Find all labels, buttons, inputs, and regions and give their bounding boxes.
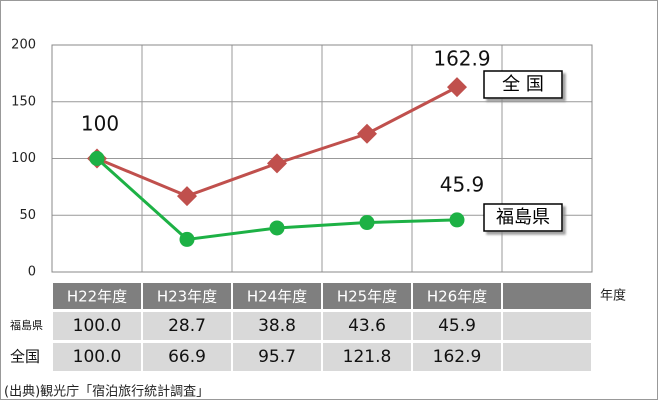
- table-value: 38.8: [258, 316, 296, 336]
- marker: [89, 151, 105, 166]
- table-value: 28.7: [168, 316, 206, 336]
- table-cell: [53, 312, 141, 340]
- header-cell: [503, 283, 591, 309]
- y-tick-label: 100: [11, 151, 36, 166]
- x-axis-label: 年度: [600, 288, 626, 304]
- marker: [357, 123, 377, 144]
- row-label: 福島県: [10, 318, 43, 332]
- row-label: 全国: [10, 348, 40, 366]
- header-cell: [233, 283, 321, 309]
- marker: [269, 220, 285, 236]
- table-value: 43.6: [348, 316, 386, 336]
- x-tick-label: H22年度: [67, 288, 127, 306]
- marker: [177, 186, 197, 207]
- table-value: 100.0: [73, 316, 122, 336]
- table-value: 66.9: [168, 347, 206, 367]
- header-cell: [53, 283, 141, 309]
- source: (出典)観光庁「宿泊旅行統計調査」: [4, 384, 209, 400]
- x-tick-label: H26年度: [427, 288, 487, 306]
- y-tick-label: 50: [19, 208, 36, 223]
- x-tick-label: H24年度: [247, 288, 307, 306]
- legend-label: 福島県: [496, 207, 550, 228]
- table-cell: [143, 343, 231, 371]
- marker: [267, 153, 287, 174]
- legend-box: [483, 203, 563, 232]
- y-tick-label: 150: [11, 94, 36, 109]
- header-cell: [143, 283, 231, 309]
- x-tick-label: H23年度: [157, 288, 217, 306]
- table-cell: [503, 343, 591, 371]
- table-value: 121.8: [343, 347, 392, 367]
- table-value: 45.9: [438, 316, 476, 336]
- table-value: 95.7: [258, 347, 296, 367]
- table-cell: [233, 343, 321, 371]
- annotation: 100: [81, 112, 119, 136]
- table-cell: [323, 312, 411, 340]
- legend-label: 全 国: [502, 74, 544, 95]
- annotation: 45.9: [440, 173, 485, 197]
- y-tick-label: 200: [11, 38, 36, 53]
- marker: [447, 77, 467, 98]
- header-cell: [323, 283, 411, 309]
- marker: [449, 212, 465, 228]
- marker: [359, 215, 375, 231]
- table-cell: [323, 343, 411, 371]
- header-cell: [413, 283, 501, 309]
- legend-box: [483, 70, 563, 99]
- table-value: 162.9: [433, 347, 482, 367]
- marker: [179, 231, 195, 247]
- table-cell: [53, 343, 141, 371]
- table-cell: [413, 312, 501, 340]
- plot-border: [51, 44, 593, 273]
- table-cell: [413, 343, 501, 371]
- x-tick-label: H25年度: [337, 288, 397, 306]
- table-cell: [503, 312, 591, 340]
- table-value: 100.0: [73, 347, 122, 367]
- y-tick-label: 0: [28, 265, 36, 280]
- table-cell: [233, 312, 321, 340]
- annotation: 162.9: [433, 47, 490, 71]
- table-cell: [143, 312, 231, 340]
